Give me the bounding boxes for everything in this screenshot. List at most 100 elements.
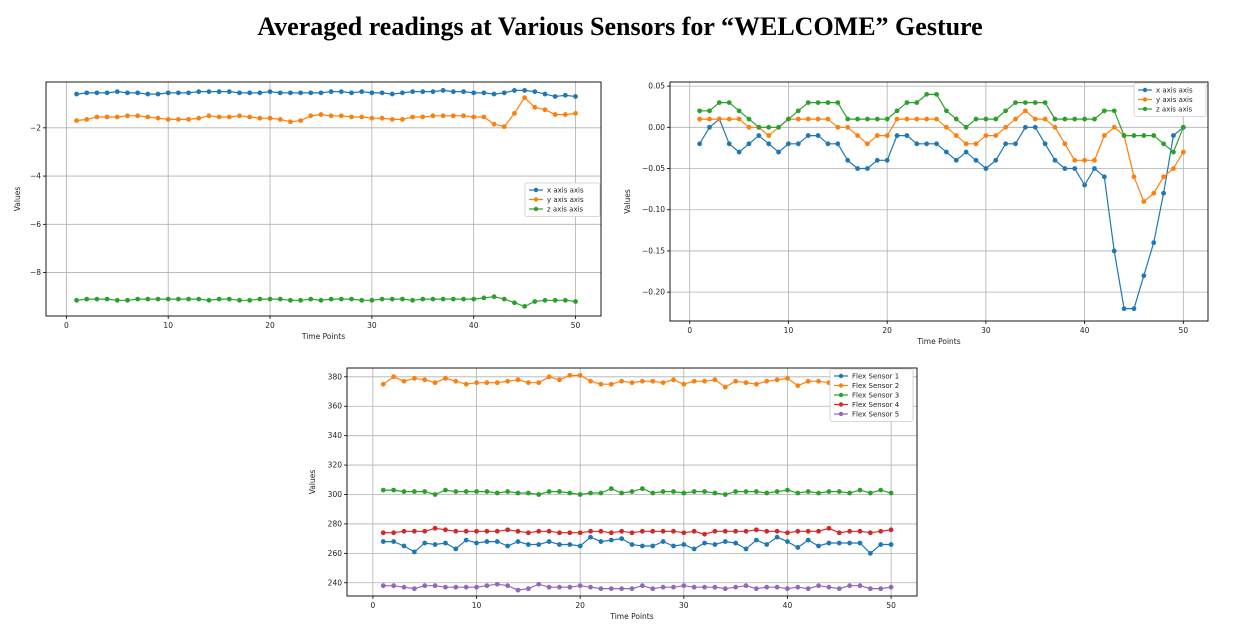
data-point — [505, 489, 511, 494]
data-point — [736, 116, 742, 122]
data-point — [450, 89, 456, 95]
data-point — [619, 586, 625, 592]
data-point — [722, 586, 728, 592]
data-point — [1111, 108, 1117, 114]
data-point — [726, 116, 732, 122]
data-point — [857, 540, 863, 546]
data-point — [712, 584, 718, 590]
data-point — [491, 91, 497, 97]
data-point — [681, 381, 687, 387]
legend-box — [1133, 82, 1207, 117]
series-2 — [74, 95, 578, 130]
data-point — [973, 141, 979, 147]
data-point — [461, 296, 466, 302]
data-point — [471, 296, 477, 302]
data-point — [836, 586, 842, 592]
data-point — [847, 528, 853, 534]
data-point — [845, 116, 851, 122]
data-point — [501, 90, 507, 96]
data-point — [308, 113, 314, 119]
data-point — [904, 133, 910, 138]
x-tick-label: 10 — [163, 321, 173, 330]
data-point — [257, 115, 263, 121]
data-point — [338, 113, 344, 119]
data-point — [973, 116, 979, 122]
data-point — [878, 542, 884, 547]
data-point — [145, 296, 151, 302]
data-point — [471, 90, 477, 96]
data-point — [525, 530, 531, 536]
data-point — [776, 124, 781, 130]
x-tick-label: 20 — [265, 321, 275, 330]
data-point — [878, 487, 884, 493]
data-point — [410, 89, 416, 95]
legend-marker — [533, 197, 539, 202]
data-point — [461, 113, 466, 119]
data-point — [349, 296, 354, 302]
data-point — [453, 584, 459, 590]
data-point — [953, 133, 959, 138]
y-tick-label: 360 — [328, 402, 343, 411]
data-point — [786, 141, 791, 147]
data-point — [1131, 306, 1137, 312]
data-point — [422, 583, 428, 589]
y-axis-label: Values — [13, 187, 22, 212]
data-point — [491, 294, 497, 300]
data-point — [432, 380, 438, 386]
data-point — [588, 584, 593, 590]
data-point — [598, 381, 604, 387]
data-point — [536, 492, 542, 497]
data-point — [983, 166, 989, 171]
series-5 — [380, 581, 894, 593]
legend-label: z axis axis — [1156, 106, 1193, 114]
legend-marker — [838, 402, 844, 407]
data-point — [867, 550, 873, 556]
data-point — [216, 296, 222, 302]
data-point — [450, 296, 456, 302]
data-point — [924, 141, 930, 147]
data-point — [525, 380, 531, 386]
data-point — [298, 118, 303, 123]
data-point — [481, 90, 487, 96]
legend-marker — [838, 383, 844, 388]
data-point — [924, 91, 930, 97]
data-point — [135, 296, 141, 302]
data-point — [619, 528, 625, 534]
data-point — [474, 584, 479, 590]
data-point — [237, 90, 242, 96]
data-point — [422, 377, 428, 383]
x-tick-label: 40 — [783, 601, 793, 610]
data-point — [125, 297, 130, 303]
data-point — [1101, 174, 1107, 180]
data-point — [944, 124, 949, 130]
data-point — [914, 116, 920, 122]
data-point — [764, 542, 770, 547]
legend-marker — [1142, 106, 1148, 112]
data-point — [196, 89, 202, 95]
data-point — [463, 584, 469, 590]
data-point — [629, 530, 635, 536]
x-tick-label: 30 — [367, 321, 377, 330]
data-point — [1101, 133, 1107, 138]
data-point — [505, 583, 511, 589]
data-point — [914, 100, 920, 106]
series-3 — [697, 91, 1186, 155]
data-point — [288, 119, 293, 125]
data-point — [1161, 141, 1166, 147]
data-point — [776, 149, 781, 155]
data-point — [1131, 174, 1137, 180]
data-point — [1180, 124, 1186, 130]
data-point — [795, 116, 801, 122]
data-point — [904, 116, 910, 122]
data-point — [481, 114, 487, 120]
x-tick-label: 20 — [882, 326, 892, 335]
data-point — [401, 489, 407, 494]
data-point — [944, 149, 949, 155]
data-point — [598, 490, 604, 496]
data-point — [577, 543, 583, 549]
data-point — [588, 528, 593, 534]
data-point — [443, 487, 448, 493]
flex-sensor-chart: 0 10 20 30 40 50 240 260 280 300 320 340 360 380 Time … — [308, 367, 918, 621]
data-point — [753, 489, 759, 494]
